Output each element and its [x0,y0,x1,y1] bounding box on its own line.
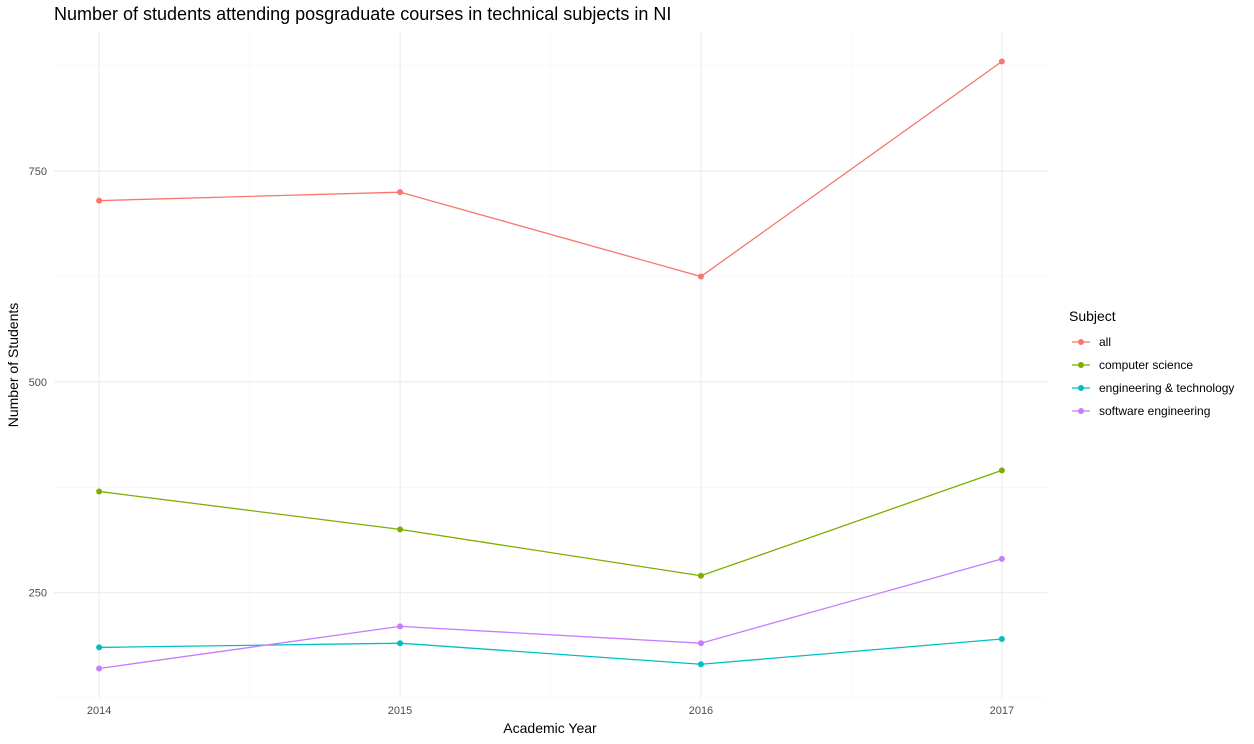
series-software-engineering [96,555,1005,672]
data-point [397,526,404,533]
y-tick-label: 750 [29,166,47,178]
data-point [697,273,704,280]
legend-item-computer-science: computer science [1072,358,1193,372]
x-tick-label: 2015 [388,705,412,717]
legend-key-point [1078,385,1084,391]
data-point [998,555,1005,562]
x-tick-label: 2017 [990,705,1014,717]
legend-item-all: all [1072,335,1111,349]
data-point [96,644,103,651]
series-all [96,58,1005,280]
legend-key-point [1078,362,1084,368]
data-point [397,189,404,196]
series-line-computer-science [99,469,1003,577]
legend-title: Subject [1069,308,1116,324]
data-point [397,623,404,630]
legend-label: all [1099,335,1111,349]
data-point [96,665,103,672]
series-line-software-engineering [99,558,1003,670]
legend-label: engineering & technology [1099,381,1234,395]
data-point [96,488,103,495]
series-line-engineering-technology [99,638,1002,665]
y-tick-label: 500 [29,377,47,389]
grid [54,32,1047,699]
data-point [397,640,404,647]
data-point [998,58,1005,65]
x-axis-title: Academic Year [503,720,597,736]
y-tick-label: 250 [29,588,47,600]
legend-item-software-engineering: software engineering [1072,404,1210,418]
data-point [998,635,1005,642]
legend-label: software engineering [1099,404,1210,418]
legend-label: computer science [1099,358,1193,372]
chart-title: Number of students attending posgraduate… [54,4,671,24]
series-layer [96,58,1005,672]
y-axis-title: Number of Students [5,303,21,428]
legend: Subject all computer science engineering &… [1069,308,1234,418]
x-tick-label: 2014 [87,705,111,717]
series-computer-science [96,467,1005,579]
data-point [697,661,704,668]
axis-ticks: 2014 2015 2016 2017 250 500 750 [29,166,1014,717]
legend-key-point [1078,408,1084,414]
data-point [96,197,103,204]
data-point [697,640,704,647]
x-tick-label: 2016 [689,705,713,717]
legend-key-point [1078,339,1084,345]
data-point [697,572,704,579]
series-line-all [99,60,1003,278]
legend-item-engineering-technology: engineering & technology [1072,381,1234,395]
series-engineering-technology [96,635,1005,668]
data-point [998,467,1005,474]
